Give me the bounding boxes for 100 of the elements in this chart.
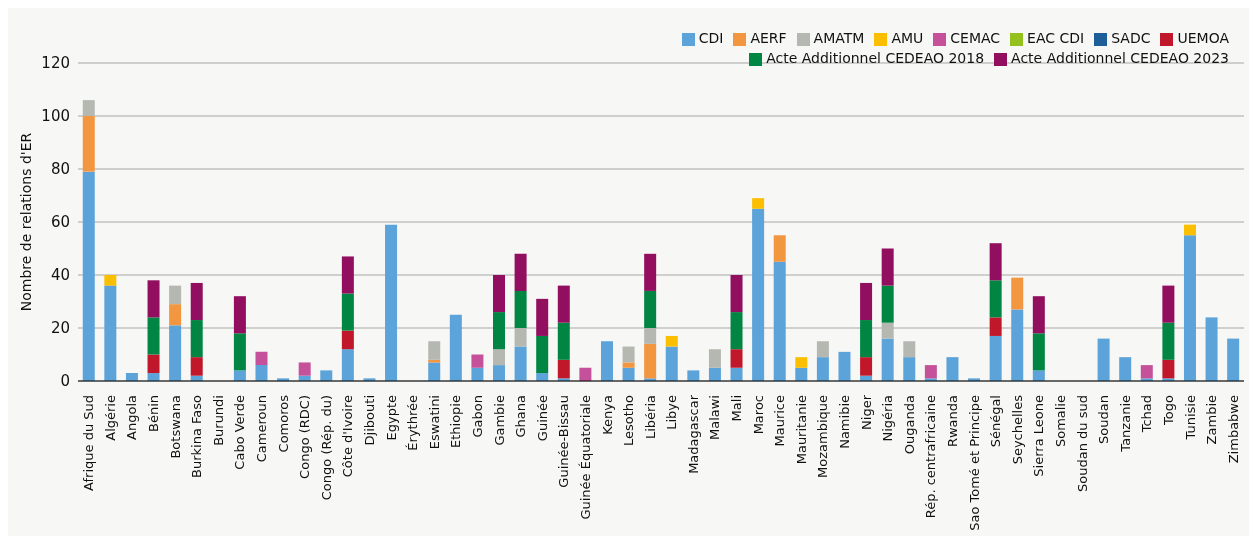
- x-tick-label: Ethiopie: [448, 395, 464, 448]
- legend-label: AMU: [891, 30, 924, 46]
- bar: [730, 367, 743, 381]
- bar: [1183, 224, 1196, 236]
- bar: [816, 341, 829, 358]
- y-tick-label: 80: [50, 160, 70, 179]
- bar: [946, 357, 959, 381]
- x-tick-label: Zimbabwe: [1225, 395, 1241, 464]
- x-tick-label: Mozambique: [815, 395, 831, 478]
- bar: [622, 346, 635, 363]
- bar: [1162, 322, 1175, 360]
- x-tick-label: Maurice: [772, 395, 788, 447]
- x-tick-label: Burkina Faso: [189, 394, 205, 478]
- bar: [622, 362, 635, 368]
- bar: [493, 312, 506, 350]
- bar: [1140, 365, 1153, 379]
- bar: [341, 293, 354, 331]
- bar: [428, 341, 441, 360]
- x-tick-label: Guinée: [534, 395, 550, 442]
- x-tick-label: Congo (RDC): [297, 395, 313, 479]
- bar: [795, 357, 808, 368]
- bar: [493, 275, 506, 313]
- x-tick-label: Burundi: [210, 395, 226, 446]
- bar: [773, 261, 786, 381]
- x-tick-label: Seychelles: [1009, 394, 1025, 465]
- bar: [471, 354, 484, 368]
- y-tick-label: 40: [50, 266, 70, 285]
- bar: [816, 357, 829, 381]
- x-tick-label: Cabo Verde: [232, 395, 248, 470]
- legend-label: AMATM: [813, 30, 865, 46]
- bar: [82, 116, 95, 172]
- bar: [989, 243, 1002, 281]
- x-tick-label: Tchad: [1139, 395, 1155, 434]
- bar: [795, 367, 808, 381]
- bar: [644, 253, 657, 291]
- legend-label: EAC CDI: [1027, 30, 1085, 46]
- bar: [1227, 338, 1240, 381]
- bar: [730, 275, 743, 313]
- x-tick-label: Soudan du sud: [1074, 395, 1090, 492]
- x-tick-label: Soudan: [1096, 395, 1112, 444]
- x-tick-label: Togo: [1160, 394, 1176, 426]
- x-tick-label: Sénégal: [988, 395, 1004, 448]
- bar: [104, 285, 117, 381]
- bar: [665, 346, 678, 381]
- bar: [514, 290, 527, 328]
- bar: [860, 357, 873, 376]
- bar: [903, 341, 916, 358]
- x-tick-label: Mali: [729, 395, 745, 422]
- x-tick-label: Érythrée: [405, 395, 421, 451]
- bar: [514, 346, 527, 381]
- bar: [341, 349, 354, 381]
- bar: [708, 367, 721, 381]
- x-tick-label: Niger: [858, 394, 874, 430]
- x-tick-label: Botswana: [167, 395, 183, 459]
- bar: [881, 248, 894, 286]
- bar: [1011, 277, 1024, 310]
- bar: [557, 285, 570, 323]
- y-axis-title: Nombre de relations d'ER: [17, 132, 34, 312]
- bar: [1032, 370, 1045, 381]
- bar: [341, 256, 354, 294]
- bar: [104, 275, 117, 286]
- x-tick-label: Rép. centrafricaine: [923, 395, 939, 519]
- bar: [881, 322, 894, 339]
- bar: [687, 370, 700, 381]
- legend-label: CEMAC: [950, 30, 1001, 46]
- x-tick-label: Djibouti: [362, 395, 377, 446]
- bar: [1032, 296, 1045, 334]
- bar: [255, 365, 268, 381]
- legend-label: CDI: [698, 30, 724, 46]
- bar: [147, 317, 160, 355]
- x-tick-label: Afrique du Sud: [81, 395, 97, 491]
- y-tick-label: 100: [41, 107, 70, 126]
- legend-label: Acte Additionnel CEDEAO 2023: [1011, 50, 1229, 66]
- x-tick-label: Bénin: [146, 395, 162, 433]
- x-tick-label: Tanzanie: [1117, 395, 1133, 453]
- x-tick-label: Madagascar: [685, 394, 701, 474]
- bar: [514, 328, 527, 347]
- bar: [622, 367, 635, 381]
- bar: [449, 314, 462, 381]
- bar: [989, 335, 1002, 381]
- bar: [233, 296, 246, 334]
- bar: [860, 282, 873, 321]
- x-tick-label: Libye: [664, 395, 680, 430]
- bar: [644, 290, 657, 328]
- bar: [557, 322, 570, 360]
- y-tick-label: 60: [50, 213, 70, 232]
- bar: [169, 325, 182, 381]
- bar: [881, 338, 894, 381]
- x-tick-label: Tunisie: [1182, 395, 1198, 441]
- bar: [644, 328, 657, 344]
- bar: [82, 171, 95, 381]
- bar: [1032, 333, 1045, 371]
- bar: [752, 198, 765, 209]
- y-tick-label: 120: [41, 54, 70, 73]
- bar: [82, 100, 95, 116]
- bar: [233, 333, 246, 371]
- x-tick-label: Sierra Leone: [1031, 395, 1047, 477]
- bar: [924, 365, 937, 379]
- y-tick-label: 20: [50, 319, 70, 338]
- bar: [903, 357, 916, 381]
